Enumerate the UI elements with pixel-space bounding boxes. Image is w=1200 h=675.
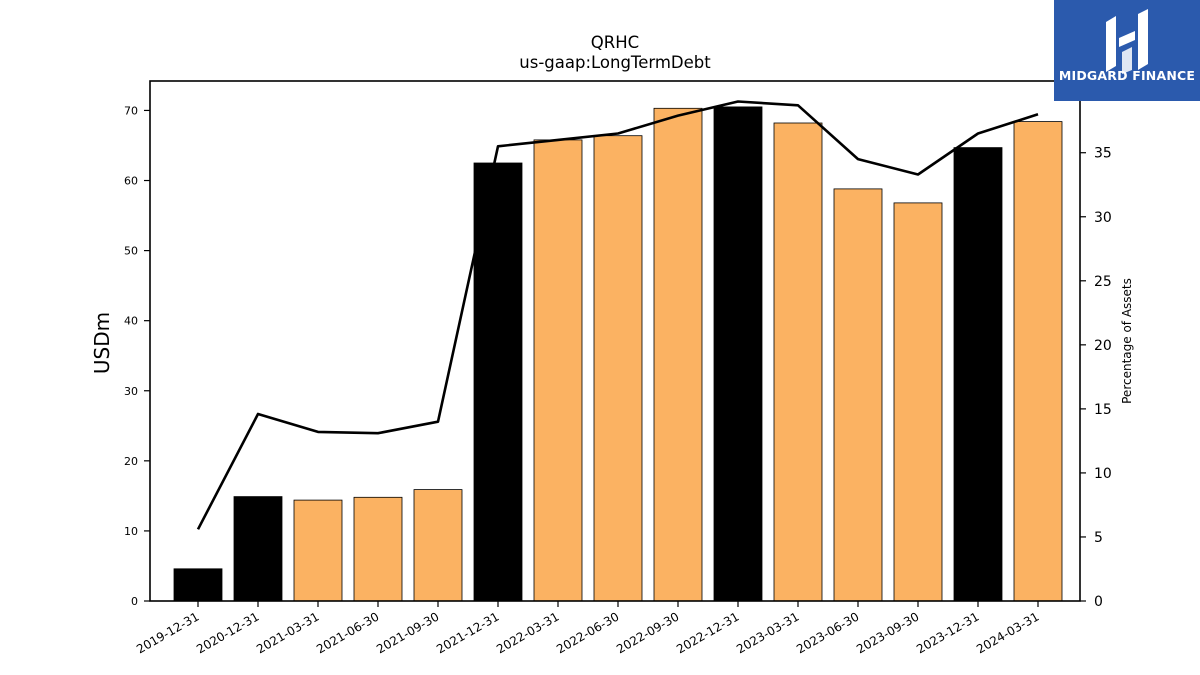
bar-2024-03-31 (1014, 122, 1062, 601)
y-tick-label: 70 (124, 104, 138, 117)
x-tick-label: 2022-12-31 (674, 609, 741, 656)
bar-2022-09-30 (654, 108, 702, 601)
logo-mark-icon (1054, 0, 1200, 101)
bar-2021-06-30 (354, 497, 402, 601)
x-tick-label: 2023-06-30 (794, 609, 861, 656)
y2-tick-label: 10 (1094, 466, 1112, 482)
x-tick-label: 2021-03-31 (254, 609, 321, 656)
y-tick-label: 60 (124, 175, 138, 188)
y-tick-label: 20 (124, 455, 138, 468)
bar-2019-12-31 (174, 569, 222, 601)
y2-tick-label: 0 (1094, 594, 1103, 610)
bar-2023-06-30 (834, 189, 882, 601)
bar-2022-12-31 (714, 107, 762, 601)
bar-2023-12-31 (954, 148, 1002, 601)
x-tick-label: 2022-09-30 (614, 609, 681, 656)
y-tick-label: 10 (124, 525, 138, 538)
x-tick-label: 2019-12-31 (134, 609, 201, 656)
y-tick-label: 40 (124, 315, 138, 328)
y-tick-label: 0 (131, 595, 138, 608)
x-tick-label: 2021-06-30 (314, 609, 381, 656)
y-axis-label: USDm (90, 312, 114, 374)
bar-2020-12-31 (234, 497, 282, 601)
brand-logo: MIDGARD FINANCE (1054, 0, 1200, 101)
y-tick-label: 30 (124, 385, 138, 398)
x-tick-label: 2021-09-30 (374, 609, 441, 656)
bar-2022-06-30 (594, 136, 642, 601)
x-tick-label: 2024-03-31 (974, 609, 1041, 656)
x-tick-label: 2023-09-30 (854, 609, 921, 656)
x-tick-label: 2022-03-31 (494, 609, 561, 656)
chart-subtitle: us-gaap:LongTermDebt (519, 53, 711, 72)
x-tick-label: 2020-12-31 (194, 609, 261, 656)
y-tick-label: 50 (124, 245, 138, 258)
x-tick-label: 2021-12-31 (434, 609, 501, 656)
x-tick-label: 2022-06-30 (554, 609, 621, 656)
chart-title: QRHC (591, 33, 639, 52)
bar-2021-03-31 (294, 500, 342, 601)
bar-2023-09-30 (894, 203, 942, 601)
y2-tick-label: 5 (1094, 530, 1103, 546)
y2-tick-label: 20 (1094, 338, 1112, 354)
y2-tick-label: 25 (1094, 274, 1112, 290)
y2-tick-label: 35 (1094, 146, 1112, 162)
bar-2021-09-30 (414, 490, 462, 601)
x-tick-label: 2023-12-31 (914, 609, 981, 656)
bar-2023-03-31 (774, 123, 822, 601)
y2-axis-label: Percentage of Assets (1120, 278, 1134, 404)
bars-group (174, 107, 1062, 601)
y2-tick-label: 15 (1094, 402, 1112, 418)
logo-text: MIDGARD FINANCE (1054, 68, 1200, 83)
y2-tick-label: 30 (1094, 210, 1112, 226)
x-tick-label: 2023-03-31 (734, 609, 801, 656)
bar-2022-03-31 (534, 140, 582, 601)
